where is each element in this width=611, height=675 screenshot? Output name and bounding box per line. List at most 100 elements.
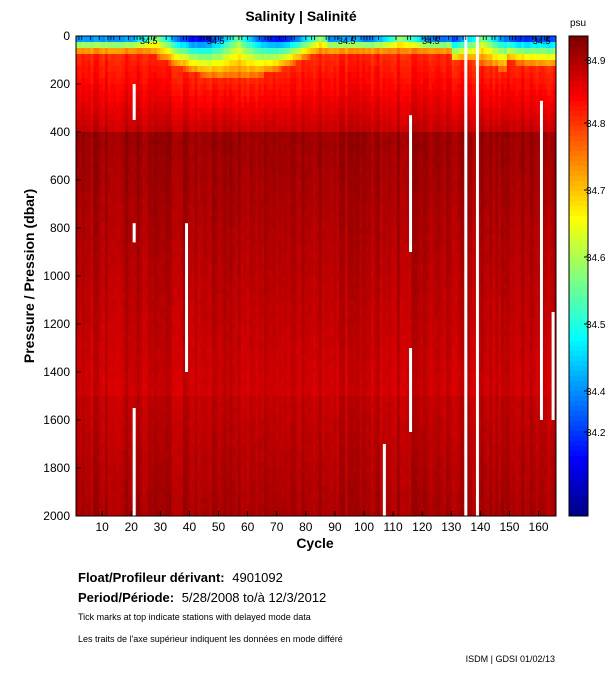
heatmap-cell — [113, 108, 117, 115]
heatmap-cell — [119, 276, 123, 283]
heatmap-cell — [191, 96, 195, 103]
heatmap-cell — [211, 228, 216, 235]
heatmap-cell — [130, 312, 135, 319]
heatmap-cell — [84, 468, 88, 475]
heatmap-cell — [194, 348, 198, 355]
heatmap-cell — [93, 60, 97, 67]
heatmap-cell — [159, 450, 164, 457]
heatmap-cell — [99, 294, 103, 301]
heatmap-cell — [182, 138, 187, 145]
heatmap-cell — [142, 102, 146, 109]
heatmap-cell — [185, 426, 190, 433]
heatmap-cell — [174, 216, 178, 223]
heatmap-cell — [154, 48, 158, 55]
heatmap-cell — [185, 156, 190, 163]
heatmap-cell — [209, 444, 213, 451]
heatmap-cell — [142, 162, 146, 169]
heatmap-cell — [237, 456, 242, 463]
heatmap-cell — [125, 402, 129, 409]
heatmap-cell — [237, 186, 242, 193]
heatmap-cell — [162, 258, 167, 265]
heatmap-cell — [232, 468, 236, 475]
heatmap-cell — [165, 240, 169, 247]
heatmap-cell — [145, 114, 149, 121]
heatmap-cell — [139, 468, 143, 475]
heatmap-cell — [182, 420, 187, 427]
heatmap-cell — [223, 510, 227, 517]
heatmap-cell — [156, 438, 161, 445]
heatmap-cell — [162, 276, 167, 283]
heatmap-cell — [148, 300, 152, 307]
heatmap-cell — [235, 114, 239, 121]
heatmap-cell — [159, 366, 164, 373]
heatmap-cell — [243, 492, 247, 499]
heatmap-cell — [217, 180, 221, 187]
heatmap-cell — [76, 66, 80, 73]
heatmap-cell — [110, 444, 114, 451]
heatmap-cell — [156, 498, 161, 505]
heatmap-cell — [171, 504, 175, 511]
heatmap-cell — [235, 276, 239, 283]
heatmap-cell — [217, 102, 221, 109]
heatmap-cell — [156, 216, 161, 223]
heatmap-cell — [243, 402, 247, 409]
heatmap-cell — [165, 504, 169, 511]
heatmap-cell — [162, 342, 167, 349]
heatmap-cell — [220, 486, 224, 493]
heatmap-cell — [154, 420, 158, 427]
heatmap-cell — [119, 480, 123, 487]
heatmap-cell — [246, 342, 250, 349]
heatmap-cell — [188, 444, 193, 451]
heatmap-cell — [168, 144, 172, 151]
heatmap-cell — [148, 42, 152, 49]
heatmap-cell — [87, 432, 91, 439]
heatmap-cell — [125, 348, 129, 355]
heatmap-cell — [237, 228, 242, 235]
heatmap-cell — [177, 276, 181, 283]
heatmap-cell — [171, 396, 175, 403]
heatmap-cell — [90, 240, 94, 247]
heatmap-cell — [113, 78, 117, 85]
heatmap-cell — [159, 426, 164, 433]
heatmap-cell — [252, 402, 256, 409]
heatmap-cell — [145, 354, 149, 361]
heatmap-cell — [182, 66, 187, 73]
heatmap-cell — [130, 96, 135, 103]
heatmap-cell — [171, 420, 175, 427]
heatmap-cell — [240, 282, 245, 289]
heatmap-cell — [130, 318, 135, 325]
heatmap-cell — [206, 54, 210, 61]
heatmap-cell — [145, 168, 149, 175]
heatmap-cell — [84, 228, 88, 235]
heatmap-cell — [142, 390, 146, 397]
heatmap-cell — [148, 150, 152, 157]
heatmap-cell — [133, 282, 138, 289]
heatmap-cell — [206, 120, 210, 127]
heatmap-cell — [156, 192, 161, 199]
heatmap-cell — [203, 132, 207, 139]
heatmap-cell — [84, 306, 88, 313]
heatmap-cell — [252, 228, 256, 235]
heatmap-cell — [104, 204, 109, 211]
heatmap-cell — [188, 162, 193, 169]
heatmap-cell — [119, 240, 123, 247]
heatmap-cell — [182, 270, 187, 277]
heatmap-cell — [99, 132, 103, 139]
heatmap-cell — [76, 318, 80, 325]
heatmap-cell — [113, 330, 117, 337]
heatmap-cell — [194, 276, 198, 283]
heatmap-cell — [159, 60, 164, 67]
heatmap-cell — [130, 270, 135, 277]
heatmap-cell — [214, 504, 219, 511]
heatmap-cell — [246, 72, 250, 79]
heatmap-cell — [99, 318, 103, 325]
heatmap-cell — [113, 96, 117, 103]
heatmap-cell — [119, 282, 123, 289]
heatmap-cell — [194, 198, 198, 205]
heatmap-cell — [87, 390, 91, 397]
heatmap-cell — [211, 246, 216, 253]
heatmap-cell — [206, 396, 210, 403]
heatmap-cell — [148, 432, 152, 439]
heatmap-cell — [177, 360, 181, 367]
heatmap-cell — [145, 54, 149, 61]
